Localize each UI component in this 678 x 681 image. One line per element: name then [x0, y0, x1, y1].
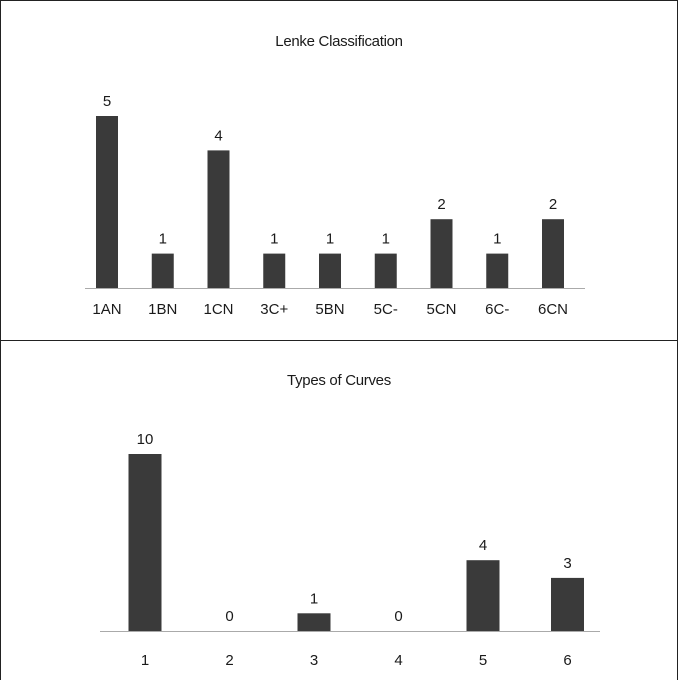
- bar-6C-: [486, 253, 509, 288]
- bar-1CN: [207, 150, 230, 288]
- tick-label-5CN: 5CN: [426, 301, 456, 318]
- tick-label-1CN: 1CN: [203, 301, 233, 318]
- bar-5: [466, 560, 500, 631]
- bar-3C+: [263, 253, 286, 288]
- tick-label-4: 4: [394, 652, 402, 669]
- tick-label-5: 5: [479, 652, 487, 669]
- bar-5CN: [430, 219, 453, 288]
- data-label-3: 1: [310, 590, 318, 607]
- data-label-5: 4: [479, 537, 487, 554]
- tick-label-6CN: 6CN: [538, 301, 568, 318]
- chart-title: Lenke Classification: [275, 33, 403, 50]
- panel-divider: [0, 340, 678, 341]
- lenke-classification-panel: Lenke Classification 5 1AN 1 1BN 4 1CN 1 3C+ 1 5B…: [0, 0, 678, 340]
- tick-label-2: 2: [225, 652, 233, 669]
- bar-5C-: [374, 253, 397, 288]
- chart-title: Types of Curves: [287, 372, 391, 389]
- data-label-5BN: 1: [326, 231, 334, 248]
- tick-label-6: 6: [563, 652, 571, 669]
- data-label-1AN: 5: [103, 93, 111, 110]
- data-label-6: 3: [563, 555, 571, 572]
- bar-5BN: [319, 253, 341, 288]
- data-label-5CN: 2: [437, 196, 445, 213]
- tick-label-6C-: 6C-: [485, 301, 509, 318]
- tick-label-1AN: 1AN: [92, 301, 121, 318]
- tick-label-5C-: 5C-: [374, 301, 398, 318]
- tick-label-1BN: 1BN: [148, 301, 177, 318]
- bar-6: [551, 577, 584, 631]
- data-label-5C-: 1: [382, 231, 390, 248]
- data-label-1BN: 1: [159, 231, 167, 248]
- data-label-2: 0: [225, 608, 233, 625]
- data-label-6C-: 1: [493, 231, 501, 248]
- data-label-1: 10: [137, 431, 154, 448]
- bar-1: [128, 454, 162, 631]
- data-label-4: 0: [394, 608, 402, 625]
- data-label-6CN: 2: [549, 196, 557, 213]
- tick-label-5BN: 5BN: [315, 301, 344, 318]
- tick-label-3: 3: [310, 652, 318, 669]
- data-label-1CN: 4: [214, 127, 222, 144]
- bar-1AN: [96, 116, 118, 288]
- bar-6CN: [542, 219, 564, 288]
- lenke-classification-chart: 5 1AN 1 1BN 4 1CN 1 3C+ 1 5BN 1 5C- 2 5CN 1 6C- 2 6CN: [85, 93, 585, 318]
- data-label-3C+: 1: [270, 231, 278, 248]
- types-of-curves-panel: Types of Curves 10 1 0 2 1 3 0 4 4 5 3 6: [0, 341, 678, 681]
- tick-label-3C+: 3C+: [260, 301, 288, 318]
- tick-label-1: 1: [141, 652, 149, 669]
- bar-1BN: [151, 253, 174, 288]
- bar-3: [297, 613, 331, 631]
